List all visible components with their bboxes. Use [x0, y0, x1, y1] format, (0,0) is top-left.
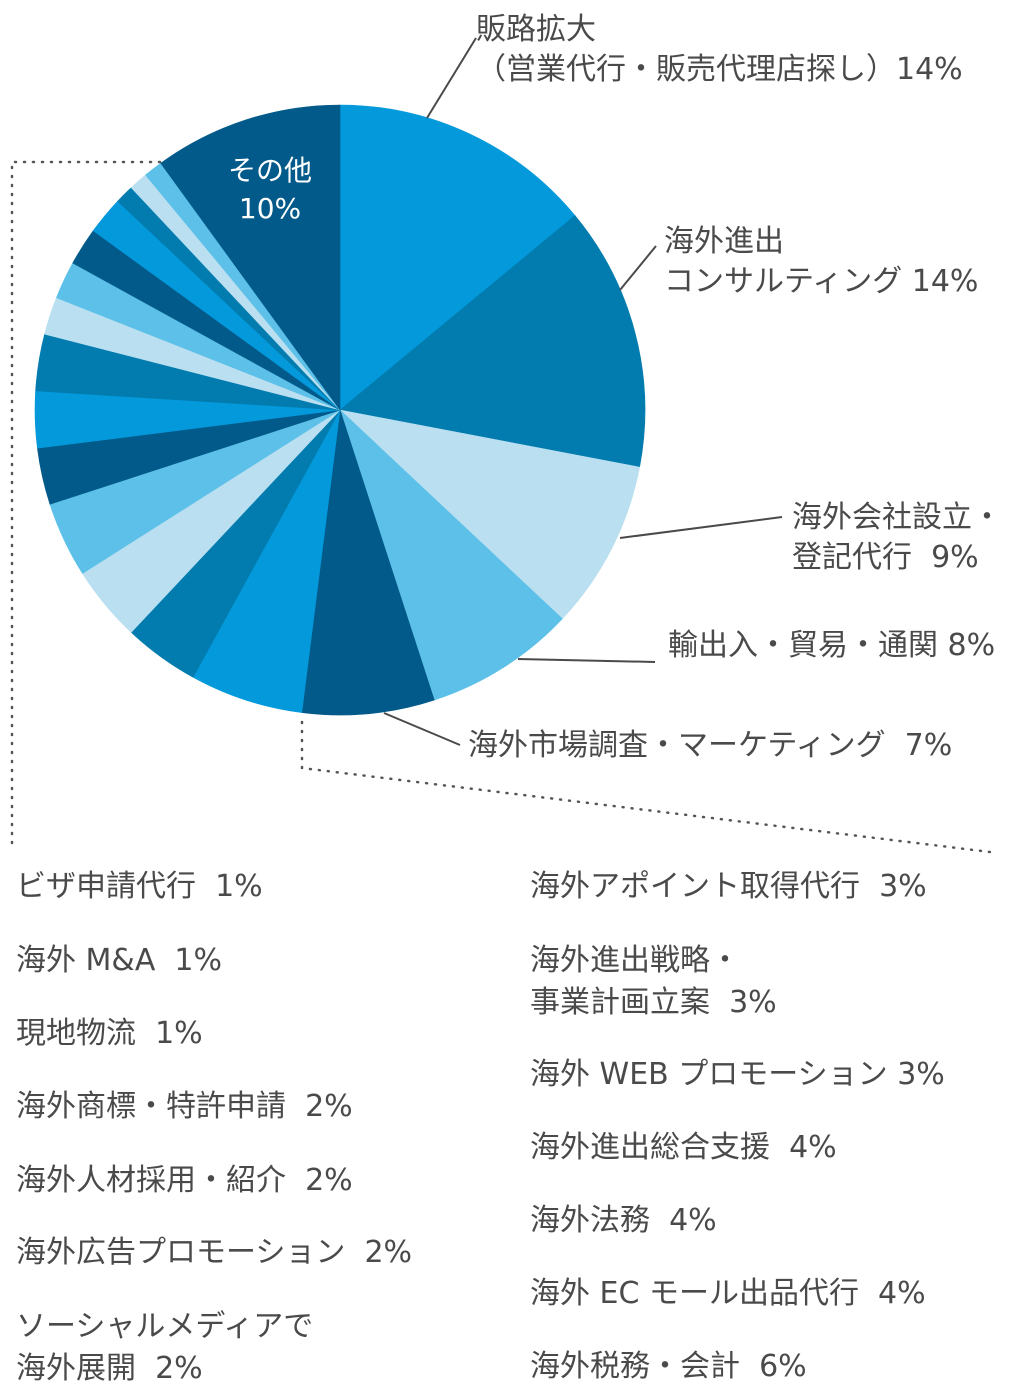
legend-item: 海外 WEB プロモーション 3%: [530, 1057, 945, 1092]
label-setsuritsu: 海外会社設立・ 登記代行 9%: [792, 500, 1002, 575]
leader-line-hanro: [426, 37, 477, 119]
label-hanro: 販路拡大 （営業代行・販売代理店探し）14%: [476, 12, 963, 87]
pie-slice: [339, 215, 646, 468]
legend-item: ソーシャルメディアで 海外展開 2%: [16, 1309, 314, 1386]
pie-slice: [160, 104, 341, 411]
pie-slice: [339, 409, 563, 701]
pie-slices: [34, 104, 646, 716]
label-chosa: 海外市場調査・マーケティング 7%: [468, 728, 953, 763]
leader-line-consulting: [619, 245, 657, 291]
legend-item: 海外広告プロモーション 2%: [16, 1235, 413, 1270]
callout-left-line: [10, 160, 162, 847]
pie-slice: [301, 409, 435, 716]
legend-item: 海外 M&A 1%: [16, 943, 223, 978]
label-consulting: 海外進出 コンサルティング 14%: [664, 224, 979, 299]
legend-item: 海外進出総合支援 4%: [530, 1130, 837, 1165]
label-sonota: その他 10%: [227, 154, 312, 225]
legend-item: 海外 EC モール出品代行 4%: [530, 1276, 926, 1311]
legend-item: 海外商標・特許申請 2%: [16, 1089, 353, 1124]
leader-line-chosa: [383, 712, 461, 746]
pie-slice: [339, 104, 576, 411]
legend-item: 海外進出戦略・ 事業計画立案 3%: [530, 943, 777, 1020]
callout-bottom-line: [300, 720, 992, 854]
legend-item: ビザ申請代行 1%: [16, 869, 263, 904]
callout-dotted-lines: [10, 160, 992, 854]
leader-line-setsuritsu: [619, 516, 783, 539]
leader-line-yushutsu: [517, 658, 656, 663]
pie-slice: [339, 409, 640, 620]
legend-item: 海外法務 4%: [530, 1203, 717, 1238]
legend-item: 海外税務・会計 6%: [530, 1349, 807, 1384]
leader-lines: [383, 37, 783, 746]
label-yushutsu: 輸出入・貿易・通関 8%: [668, 628, 996, 663]
legend-item: 海外人材採用・紹介 2%: [16, 1163, 353, 1198]
legend-item: 現地物流 1%: [16, 1016, 203, 1051]
legend-item: 海外アポイント取得代行 3%: [530, 869, 927, 904]
